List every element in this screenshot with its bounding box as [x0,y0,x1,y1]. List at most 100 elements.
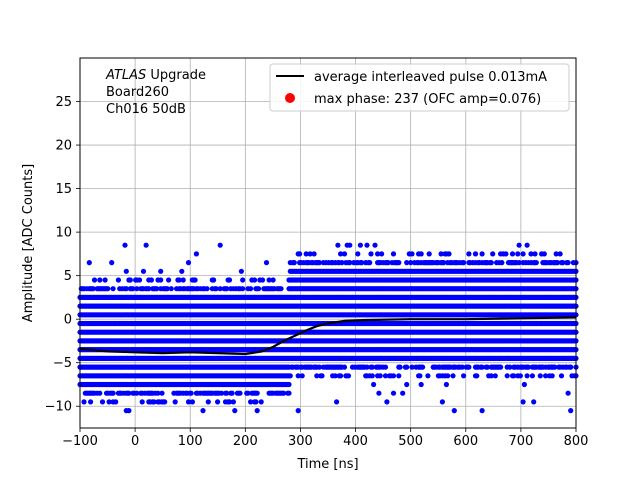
sample-point [531,399,537,405]
sample-point [459,364,465,370]
sample-point [418,251,424,257]
sample-point [439,399,445,405]
legend-dot-swatch [285,93,295,103]
sample-point [115,277,121,283]
sample-point [254,390,260,396]
average-pulse-line [79,316,577,356]
sample-point [568,408,574,414]
sample-point [240,277,246,283]
legend-box [269,63,570,112]
sample-point [211,277,217,283]
sample-point [537,373,543,379]
x-tick-label: 200 [233,434,258,449]
sample-point [180,277,186,283]
x-tick-label: 800 [564,434,589,449]
y-tick-label: 25 [55,95,72,110]
sample-point [335,242,341,248]
x-tick-label: 600 [453,434,478,449]
sample-point [490,251,496,257]
sample-point [426,251,432,257]
sample-point [404,381,410,388]
sample-point [341,251,348,257]
sample-point [127,277,133,283]
sample-point [188,390,194,396]
sample-point [484,364,490,370]
sample-point [311,251,317,257]
sample-point [110,286,116,292]
sample-point [155,390,161,396]
sample-point [466,364,472,370]
sample-point [281,390,287,396]
sample-point [409,364,415,370]
board-label: Board260 [106,85,169,100]
sample-point [532,251,538,257]
sample-point [408,260,414,266]
sample-point [488,373,494,379]
sample-point [568,364,574,370]
sample-point [217,242,223,248]
x-tick-label: 400 [343,434,368,449]
sample-point [229,390,235,396]
sample-point [159,390,165,396]
sample-point [254,408,260,414]
axes-frame [79,57,577,429]
sample-point [472,251,479,257]
y-axis-label: Amplitude [ADC Counts] [21,164,36,322]
sample-point [134,390,140,396]
sample-point [256,286,262,292]
legend-entry-average-pulse: average interleaved pulse 0.013mA [314,70,547,85]
x-tick-label: 0 [131,434,139,449]
sample-point [200,408,206,414]
sample-point [369,364,375,370]
sample-point [498,364,504,370]
sample-point [91,277,98,283]
sample-point [347,260,353,266]
sample-point [529,373,536,379]
sample-point [338,373,344,379]
sample-point [515,251,521,257]
sample-point [474,373,480,379]
sample-point [86,260,92,266]
sample-point [368,251,374,257]
sample-point [382,373,389,379]
sample-point [286,381,292,388]
sample-point [237,390,243,396]
x-tick-label: 300 [288,434,313,449]
sample-point [364,364,370,370]
sample-point [379,251,385,257]
sample-point [372,242,378,248]
sample-point [166,277,172,283]
sample-point [126,390,132,396]
sample-point [390,251,397,257]
sample-point [213,286,219,292]
sample-point [359,260,365,266]
y-tick-label: 10 [55,226,72,241]
sample-point [162,399,168,405]
plot-annotation: ATLAS Upgrade Board260 Ch016 50dB [105,68,206,117]
sample-point [270,277,276,283]
sample-point [110,390,116,396]
sample-point [450,373,456,379]
sample-point [390,390,397,396]
sample-point [552,364,558,370]
sample-point [99,399,106,405]
sample-point [307,251,313,257]
sample-point [418,381,424,388]
legend: average interleaved pulse 0.013mA max ph… [269,63,570,112]
sample-point [139,399,145,405]
sample-point [226,399,233,405]
sample-point [499,260,505,266]
sample-point [517,373,524,379]
sample-point [509,251,516,257]
sample-point [319,373,325,379]
sample-point [303,251,309,257]
sample-point [164,286,170,292]
sample-point [441,260,447,266]
sample-point [130,286,136,292]
sample-point [357,242,363,248]
sample-point [446,251,452,257]
sample-point [287,373,293,379]
sample-point [504,373,510,379]
sample-point [397,364,403,370]
